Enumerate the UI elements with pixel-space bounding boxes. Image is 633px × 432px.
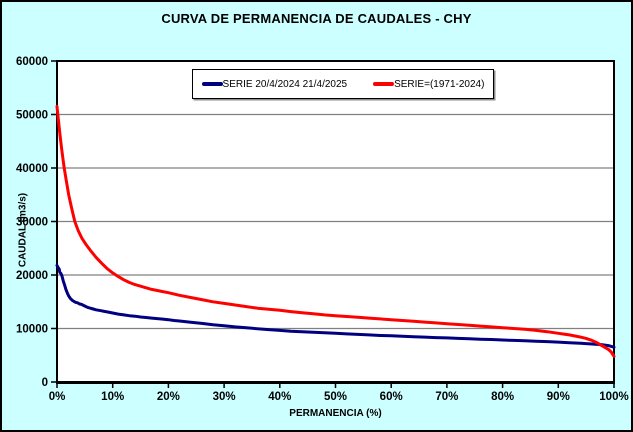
svg-text:80%: 80% [491, 391, 514, 403]
svg-text:30000: 30000 [16, 217, 48, 229]
legend: SERIE 20/4/2024 21/4/2025 SERIE=(1971-20… [192, 69, 494, 99]
legend-label: SERIE=(1971-2024) [394, 78, 485, 90]
svg-text:10000: 10000 [16, 324, 48, 336]
svg-text:100%: 100% [599, 391, 628, 403]
x-tick-labels: 0% 10% 20% 30% 40% 50% 60% 70% 80% 90% 100% [49, 391, 629, 403]
svg-text:40%: 40% [268, 391, 291, 403]
legend-item-serie-1971-2024: SERIE=(1971-2024) [373, 79, 484, 90]
series-line-blue [55, 263, 616, 349]
legend-line-swatch-red [373, 82, 395, 86]
x-axis-title: PERMANENCIA (%) [289, 408, 382, 419]
svg-text:70%: 70% [435, 391, 458, 403]
svg-text:60%: 60% [380, 391, 403, 403]
svg-text:30%: 30% [213, 391, 236, 403]
svg-text:90%: 90% [547, 391, 570, 403]
svg-text:50000: 50000 [16, 110, 48, 122]
series-line-red [55, 105, 616, 358]
svg-text:10%: 10% [101, 391, 124, 403]
y-tick-labels: 0 10000 20000 30000 40000 50000 60000 [16, 56, 48, 389]
svg-text:40000: 40000 [16, 163, 48, 175]
chart-title: CURVA DE PERMANENCIA DE CAUDALES - CHY [161, 11, 472, 26]
y-axis-title: CAUDAL (m3/s) [17, 192, 29, 268]
svg-text:0: 0 [42, 377, 48, 389]
tick-marks [51, 60, 615, 388]
svg-text:0%: 0% [49, 391, 66, 403]
svg-text:60000: 60000 [16, 56, 48, 68]
legend-line-swatch-blue [201, 82, 223, 86]
svg-text:50%: 50% [324, 391, 347, 403]
legend-item-serie-2024-2025: SERIE 20/4/2024 21/4/2025 [201, 78, 348, 90]
legend-label: SERIE 20/4/2024 21/4/2025 [222, 78, 348, 90]
svg-text:20%: 20% [157, 391, 180, 403]
svg-text:20000: 20000 [16, 270, 48, 282]
